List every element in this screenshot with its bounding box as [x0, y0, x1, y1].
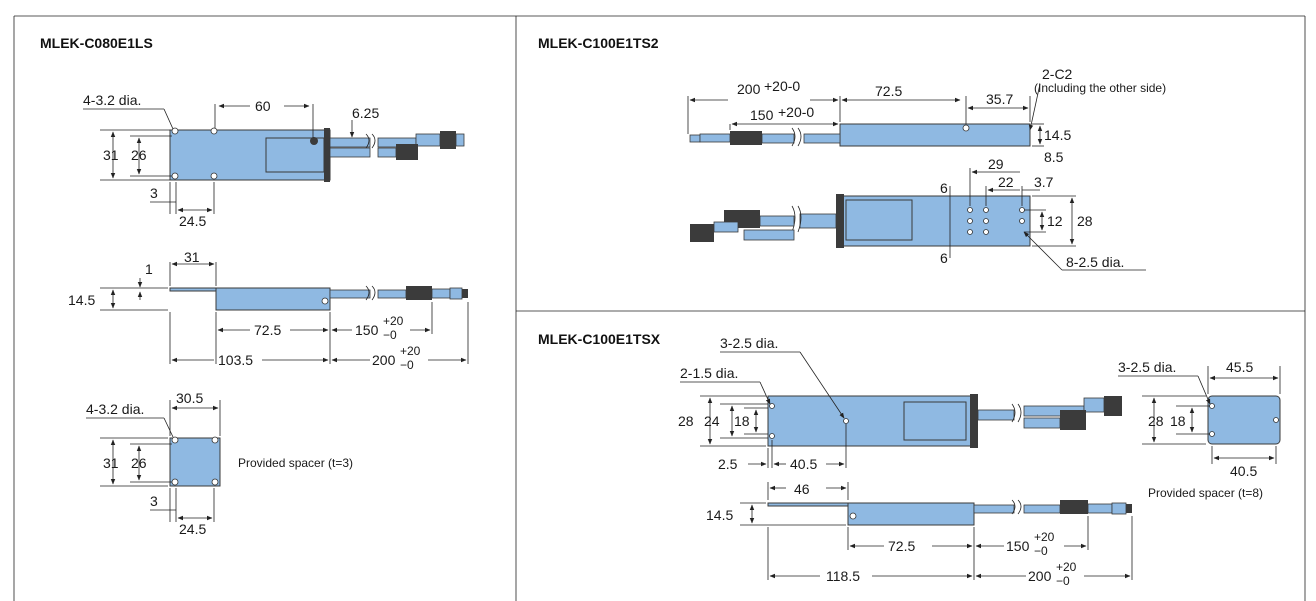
c080-spacer-view: 4-3.2 dia. 30.5 31 26 3 24.5 Provided sp…: [86, 390, 353, 537]
ts2-top-view: 29 22 3.7 6 6 12 28 8-2.5 dia.: [690, 156, 1146, 271]
dim-200: 200: [372, 352, 396, 368]
dim-200-tsx: 200: [1028, 568, 1052, 584]
c2-note: (Including the other side): [1034, 81, 1166, 95]
ts2-side-view: 200 +20-0 72.5 35.7 150 +20-0 2-C2 (Incl…: [687, 66, 1166, 165]
panel-c100e1tsx: MLEK-C100E1TSX 3-2.5 dia. 2-1.5 dia.: [538, 331, 1281, 588]
svg-text:26: 26: [131, 455, 147, 471]
dim-12: 12: [1047, 213, 1063, 229]
dim-22: 22: [998, 174, 1014, 190]
dim-200-ts2: 200: [737, 81, 761, 97]
dim-18-spacer: 18: [1170, 413, 1186, 429]
dim-hole-4-3.2: 4-3.2 dia.: [83, 92, 141, 108]
svg-text:+20: +20: [400, 344, 421, 358]
dim-hole-8-2.5: 8-2.5 dia.: [1066, 254, 1124, 270]
dim-103.5: 103.5: [218, 352, 253, 368]
dim-46: 46: [794, 481, 810, 497]
svg-text:31: 31: [103, 455, 119, 471]
mount-hole: [171, 127, 179, 135]
dim-72.5-ts2: 72.5: [875, 83, 902, 99]
tsx-side-view: 46 14.5 72.5 150 +20 −0 118.5 200 +20: [706, 481, 1133, 588]
svg-text:+20: +20: [1034, 530, 1055, 544]
dim-28-tsx: 28: [678, 413, 694, 429]
svg-text:−0: −0: [383, 328, 397, 342]
dim-31-side: 31: [184, 249, 200, 265]
dim-14.5-ts2: 14.5: [1044, 127, 1071, 143]
dim-hole-2-1.5: 2-1.5 dia.: [680, 365, 738, 381]
svg-text:+20: +20: [1056, 560, 1077, 574]
dim-6.25: 6.25: [352, 105, 379, 121]
tsx-spacer-view: 3-2.5 dia. 45.5 28 18 40.5 Provided spac…: [1118, 359, 1281, 500]
spacer-note-t8: Provided spacer (t=8): [1148, 486, 1263, 500]
dim-35.7: 35.7: [986, 91, 1013, 107]
dim-hole-4-3.2-spacer: 4-3.2 dia.: [86, 401, 144, 417]
panel-c100e1ts2: MLEK-C100E1TS2 200 +20-0 72.5 35.7: [538, 35, 1166, 271]
dim-28-spacer: 28: [1148, 413, 1164, 429]
dim-14.5-tsx: 14.5: [706, 507, 733, 523]
svg-text:+20: +20: [383, 314, 404, 328]
dim-3: 3: [150, 185, 158, 201]
dim-40.5-spacer: 40.5: [1230, 463, 1257, 479]
dim-8.5: 8.5: [1044, 149, 1064, 165]
dim-150-ts2: 150: [750, 107, 774, 123]
svg-text:−0: −0: [1056, 574, 1070, 588]
spacer-note-t3: Provided spacer (t=3): [238, 456, 353, 470]
dim-72.5: 72.5: [254, 322, 281, 338]
dim-150: 150: [355, 322, 379, 338]
dim-29: 29: [988, 156, 1004, 172]
dim-60: 60: [255, 98, 271, 114]
dim-28-ts2: 28: [1077, 213, 1093, 229]
c080-top-view: 60 6.25 4-3.2 dia. 31 26 3 24.5: [83, 92, 465, 229]
dim-2.5: 2.5: [718, 456, 738, 472]
dim-150-tsx: 150: [1006, 538, 1030, 554]
dim-18: 18: [734, 413, 750, 429]
dim-31: 31: [103, 147, 119, 163]
dim-hole-3-2.5-spacer: 3-2.5 dia.: [1118, 359, 1176, 375]
frame-borders: [13, 15, 1306, 601]
dim-3.7: 3.7: [1034, 174, 1054, 190]
dim-118.5: 118.5: [826, 568, 860, 584]
svg-text:+20-0: +20-0: [778, 104, 814, 120]
dim-45.5: 45.5: [1226, 359, 1253, 375]
dim-26: 26: [131, 147, 147, 163]
dim-hole-3-2.5: 3-2.5 dia.: [720, 335, 778, 351]
dim-40.5: 40.5: [790, 456, 817, 472]
dim-24.5: 24.5: [179, 213, 206, 229]
panel-title-c080: MLEK-C080E1LS: [40, 35, 153, 51]
dim-72.5-tsx: 72.5: [888, 538, 915, 554]
svg-text:−0: −0: [1034, 544, 1048, 558]
svg-text:+20-0: +20-0: [764, 78, 800, 94]
c080-side-view: 31 1 14.5 72.5 150 +20 −0 103.5: [68, 249, 469, 372]
panel-title-ts2: MLEK-C100E1TS2: [538, 35, 659, 51]
svg-text:−0: −0: [400, 358, 414, 372]
dim-24: 24: [704, 413, 720, 429]
dim-6-top: 6: [940, 180, 948, 196]
tsx-top-view: 3-2.5 dia. 2-1.5 dia. 28 24 18 2.5: [678, 335, 1122, 472]
svg-text:3: 3: [150, 493, 158, 509]
panel-c080e1ls: MLEK-C080E1LS 60: [40, 35, 469, 537]
panel-title-tsx: MLEK-C100E1TSX: [538, 331, 661, 347]
dim-6-bottom: 6: [940, 250, 948, 266]
dim-2-c2: 2-C2: [1042, 66, 1073, 82]
dim-30.5: 30.5: [176, 390, 203, 406]
svg-text:24.5: 24.5: [179, 521, 206, 537]
dim-1: 1: [145, 261, 153, 277]
dim-14.5: 14.5: [68, 292, 95, 308]
